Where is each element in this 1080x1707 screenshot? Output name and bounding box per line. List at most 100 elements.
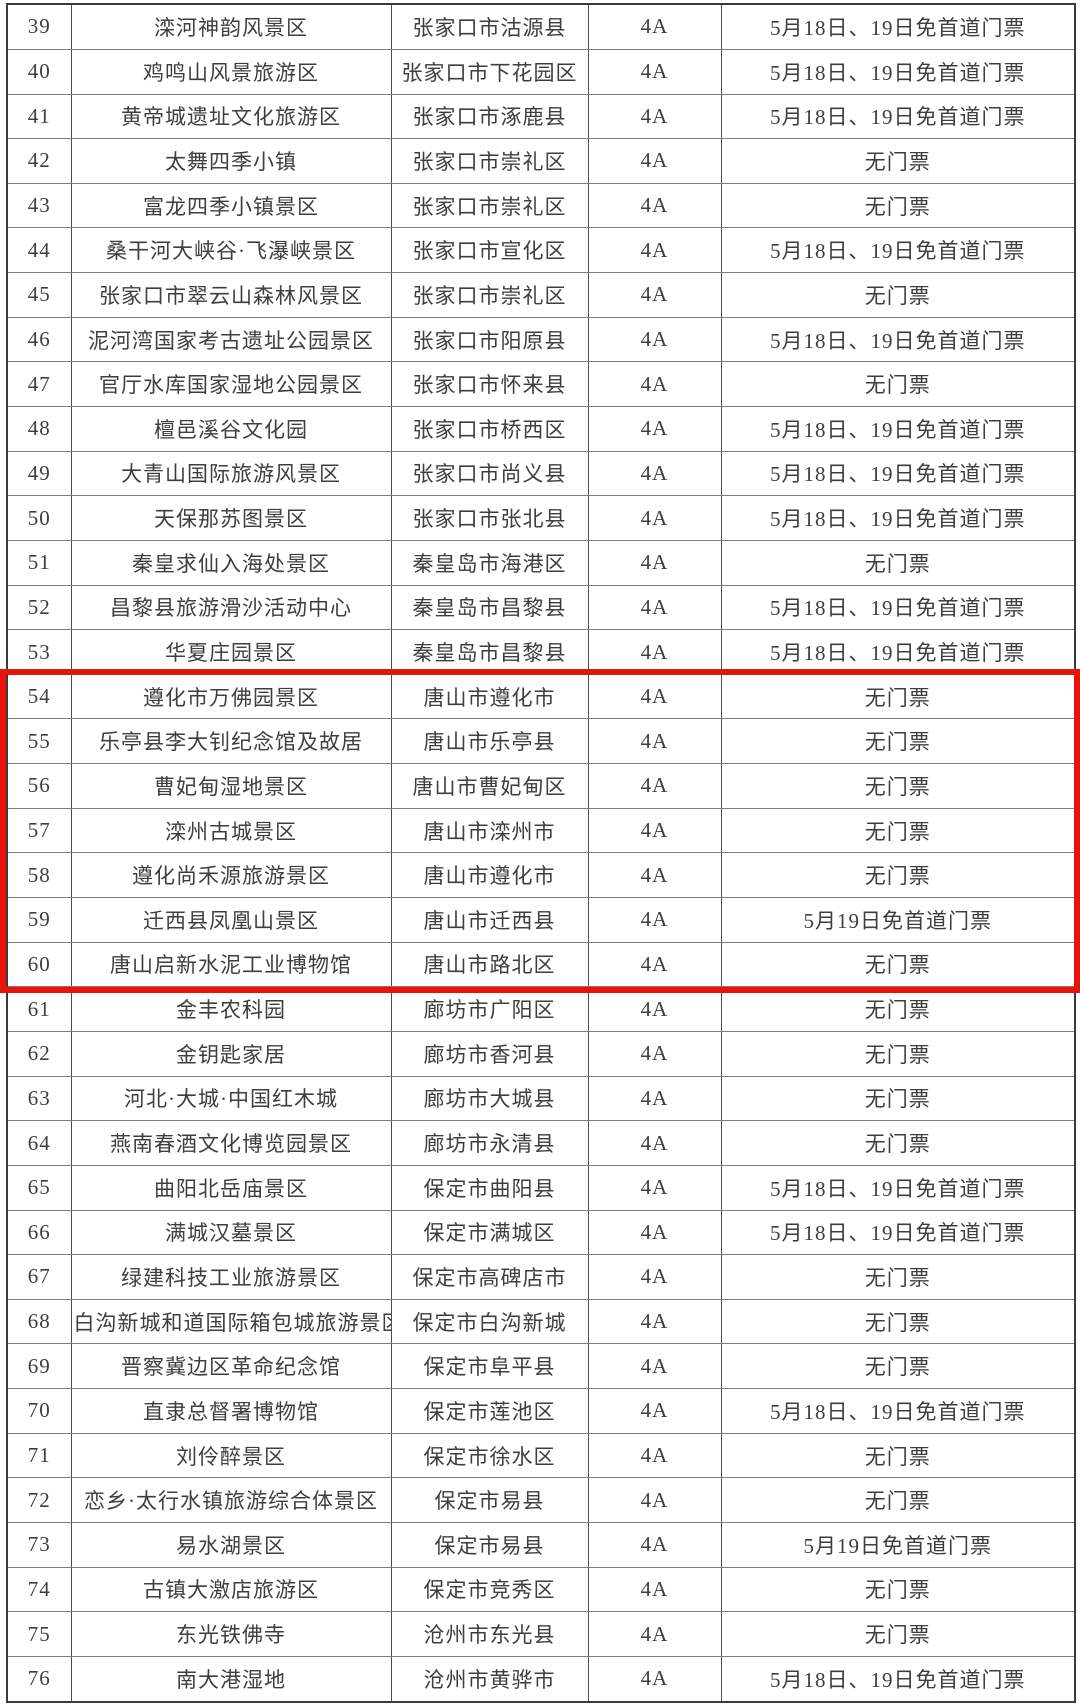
grade: 4A: [587, 1075, 722, 1122]
table-row: 61 金丰农科园 廊坊市广阳区 4A 无门票: [6, 986, 1076, 1032]
grade: 4A: [587, 807, 722, 854]
location: 保定市竞秀区: [390, 1566, 589, 1613]
scenic-area-name: 华夏庄园景区: [70, 629, 392, 675]
ticket-policy: 无门票: [720, 1075, 1076, 1122]
location: 张家口市阳原县: [390, 316, 589, 363]
location: 廊坊市大城县: [390, 1075, 589, 1122]
ticket-policy: 5月18日、19日免首道门票: [720, 3, 1076, 50]
table-row: 45 张家口市翠云山森林风景区 张家口市崇礼区 4A 无门票: [6, 272, 1076, 318]
row-index: 59: [6, 897, 72, 943]
scenic-area-name: 昌黎县旅游滑沙活动中心: [70, 584, 392, 631]
location: 张家口市尚义县: [390, 450, 589, 497]
row-index: 46: [6, 316, 72, 363]
table-row: 40 鸡鸣山风景旅游区 张家口市下花园区 4A 5月18日、19日免首道门票: [6, 48, 1076, 95]
row-index: 65: [6, 1164, 72, 1211]
grade: 4A: [587, 852, 722, 899]
grade: 4A: [587, 1566, 722, 1613]
table-row: 46 泥河湾国家考古遗址公园景区 张家口市阳原县 4A 5月18日、19日免首道门票: [6, 316, 1076, 363]
scenic-area-name: 遵化市万佛园景区: [70, 673, 392, 720]
location: 保定市易县: [390, 1522, 589, 1568]
location: 保定市莲池区: [390, 1388, 589, 1434]
ticket-policy: 无门票: [720, 673, 1076, 720]
scenic-area-name: 直隶总督署博物馆: [70, 1388, 392, 1434]
row-index: 55: [6, 718, 72, 765]
row-index: 42: [6, 138, 72, 184]
grade: 4A: [587, 1120, 722, 1166]
scenic-area-name: 檀邑溪谷文化园: [70, 405, 392, 452]
table-row: 39 滦河神韵风景区 张家口市沽源县 4A 5月18日、19日免首道门票: [6, 3, 1076, 50]
grade: 4A: [587, 495, 722, 541]
location: 保定市易县: [390, 1477, 589, 1523]
table-row: 42 太舞四季小镇 张家口市崇礼区 4A 无门票: [6, 138, 1076, 184]
scenic-area-name: 官厅水库国家湿地公园景区: [70, 361, 392, 407]
grade: 4A: [587, 138, 722, 184]
location: 唐山市路北区: [390, 941, 589, 988]
ticket-policy: 5月19日免首道门票: [720, 897, 1076, 943]
ticket-policy: 5月18日、19日免首道门票: [720, 495, 1076, 541]
table-row: 62 金钥匙家居 廊坊市香河县 4A 无门票: [6, 1030, 1076, 1077]
row-index: 74: [6, 1566, 72, 1613]
scenic-area-name: 燕南春酒文化博览园景区: [70, 1120, 392, 1166]
table-row: 57 滦州古城景区 唐山市滦州市 4A 无门票: [6, 807, 1076, 854]
scenic-area-name: 金丰农科园: [70, 986, 392, 1032]
scenic-area-name: 河北·大城·中国红木城: [70, 1075, 392, 1122]
grade: 4A: [587, 182, 722, 229]
location: 秦皇岛市昌黎县: [390, 629, 589, 675]
table-row: 41 黄帝城遗址文化旅游区 张家口市涿鹿县 4A 5月18日、19日免首道门票: [6, 93, 1076, 140]
row-index: 60: [6, 941, 72, 988]
location: 保定市高碑店市: [390, 1254, 589, 1300]
location: 廊坊市香河县: [390, 1030, 589, 1077]
grade: 4A: [587, 539, 722, 586]
ticket-policy: 无门票: [720, 763, 1076, 809]
scenic-table-body: 39 滦河神韵风景区 张家口市沽源县 4A 5月18日、19日免首道门票 40 鸡鸣山风景旅…: [6, 3, 1076, 1703]
grade: 4A: [587, 316, 722, 363]
table-row: 72 恋乡·太行水镇旅游综合体景区 保定市易县 4A 无门票: [6, 1477, 1076, 1523]
table-row: 68 白沟新城和道国际箱包城旅游景区 保定市白沟新城 4A 无门票: [6, 1298, 1076, 1345]
location: 保定市曲阳县: [390, 1164, 589, 1211]
grade: 4A: [587, 48, 722, 95]
grade: 4A: [587, 1298, 722, 1345]
ticket-policy: 5月18日、19日免首道门票: [720, 48, 1076, 95]
table-row: 65 曲阳北岳庙景区 保定市曲阳县 4A 5月18日、19日免首道门票: [6, 1164, 1076, 1211]
ticket-policy: 无门票: [720, 1254, 1076, 1300]
scenic-area-name: 遵化尚禾源旅游景区: [70, 852, 392, 899]
location: 唐山市迁西县: [390, 897, 589, 943]
table-row: 47 官厅水库国家湿地公园景区 张家口市怀来县 4A 无门票: [6, 361, 1076, 407]
row-index: 58: [6, 852, 72, 899]
ticket-policy: 无门票: [720, 1566, 1076, 1613]
row-index: 53: [6, 629, 72, 675]
ticket-policy: 无门票: [720, 272, 1076, 318]
grade: 4A: [587, 718, 722, 765]
scenic-area-name: 金钥匙家居: [70, 1030, 392, 1077]
scenic-area-name: 晋察冀边区革命纪念馆: [70, 1343, 392, 1390]
scenic-area-name: 恋乡·太行水镇旅游综合体景区: [70, 1477, 392, 1523]
grade: 4A: [587, 227, 722, 274]
scenic-area-name: 桑干河大峡谷·飞瀑峡景区: [70, 227, 392, 274]
table-row: 58 遵化尚禾源旅游景区 唐山市遵化市 4A 无门票: [6, 852, 1076, 899]
location: 唐山市遵化市: [390, 852, 589, 899]
grade: 4A: [587, 673, 722, 720]
scenic-area-name: 古镇大激店旅游区: [70, 1566, 392, 1613]
location: 张家口市沽源县: [390, 3, 589, 50]
ticket-policy: 无门票: [720, 1120, 1076, 1166]
table-row: 75 东光铁佛寺 沧州市东光县 4A 无门票: [6, 1611, 1076, 1657]
grade: 4A: [587, 361, 722, 407]
ticket-policy: 无门票: [720, 182, 1076, 229]
grade: 4A: [587, 1254, 722, 1300]
row-index: 73: [6, 1522, 72, 1568]
ticket-policy: 无门票: [720, 1298, 1076, 1345]
row-index: 40: [6, 48, 72, 95]
location: 张家口市张北县: [390, 495, 589, 541]
location: 张家口市桥西区: [390, 405, 589, 452]
location: 唐山市遵化市: [390, 673, 589, 720]
row-index: 49: [6, 450, 72, 497]
grade: 4A: [587, 1030, 722, 1077]
ticket-policy: 无门票: [720, 539, 1076, 586]
ticket-policy: 5月18日、19日免首道门票: [720, 1164, 1076, 1211]
table-row: 64 燕南春酒文化博览园景区 廊坊市永清县 4A 无门票: [6, 1120, 1076, 1166]
location: 唐山市滦州市: [390, 807, 589, 854]
row-index: 61: [6, 986, 72, 1032]
table-row: 67 绿建科技工业旅游景区 保定市高碑店市 4A 无门票: [6, 1254, 1076, 1300]
ticket-policy: 5月18日、19日免首道门票: [720, 405, 1076, 452]
table-row: 56 曹妃甸湿地景区 唐山市曹妃甸区 4A 无门票: [6, 763, 1076, 809]
